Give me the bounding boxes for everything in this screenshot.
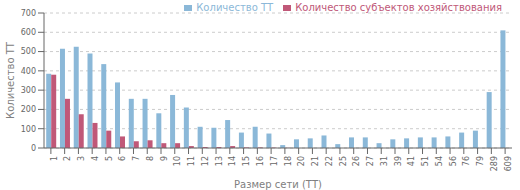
html-text:Количество субъектов хозяйство: Количество субъектов хозяйствования (295, 2, 502, 13)
svg-text:Количество ТТ: Количество ТТ (8, 41, 16, 119)
svg-text:18: 18 (284, 156, 293, 166)
svg-text:79: 79 (476, 156, 485, 166)
svg-text:600: 600 (21, 28, 36, 37)
svg-text:20: 20 (297, 156, 306, 166)
svg-text:12: 12 (201, 156, 210, 166)
svg-text:300: 300 (21, 86, 36, 95)
svg-text:4: 4 (91, 156, 100, 161)
html-text:Количество ТТ: Количество ТТ (196, 2, 274, 13)
svg-text:2: 2 (63, 156, 72, 161)
svg-text:14: 14 (229, 156, 238, 166)
svg-text:1: 1 (50, 156, 59, 161)
svg-text:31: 31 (380, 156, 389, 166)
svg-text:27: 27 (366, 156, 375, 166)
svg-text:17: 17 (270, 156, 279, 166)
svg-text:700: 700 (21, 9, 36, 18)
svg-text:400: 400 (21, 67, 36, 76)
svg-text:200: 200 (21, 105, 36, 114)
svg-text:39: 39 (394, 156, 403, 166)
svg-text:8: 8 (146, 156, 155, 161)
svg-text:21: 21 (311, 156, 320, 166)
svg-text:500: 500 (21, 47, 36, 56)
svg-text:56: 56 (449, 156, 458, 166)
svg-text:5: 5 (105, 156, 114, 161)
svg-text:289: 289 (490, 156, 499, 171)
svg-text:7: 7 (132, 156, 141, 161)
svg-text:9: 9 (160, 156, 169, 161)
svg-text:15: 15 (242, 156, 251, 166)
svg-text:41: 41 (407, 156, 416, 166)
svg-text:609: 609 (504, 156, 512, 171)
svg-text:3: 3 (77, 156, 86, 161)
svg-text:51: 51 (421, 156, 430, 166)
svg-text:25: 25 (339, 156, 348, 166)
svg-text:10: 10 (173, 156, 182, 166)
svg-text:54: 54 (435, 156, 444, 166)
svg-text:0: 0 (31, 144, 36, 153)
svg-text:11: 11 (187, 156, 196, 166)
svg-text:16: 16 (256, 156, 265, 166)
svg-text:Размер сети (ТТ): Размер сети (ТТ) (234, 179, 322, 190)
svg-text:100: 100 (21, 125, 36, 134)
svg-text:13: 13 (215, 156, 224, 166)
svg-text:6: 6 (118, 156, 127, 161)
svg-text:26: 26 (352, 156, 361, 166)
svg-text:22: 22 (325, 156, 334, 166)
svg-text:76: 76 (463, 156, 472, 166)
